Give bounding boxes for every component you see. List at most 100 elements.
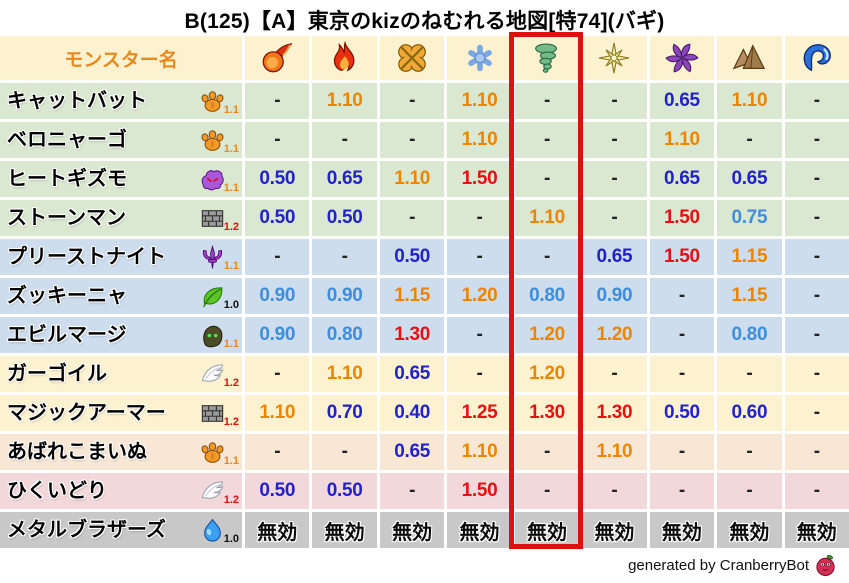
multiplier-value: - bbox=[813, 246, 820, 267]
multiplier-cell: - bbox=[784, 356, 849, 392]
column-header-hyado bbox=[447, 36, 512, 80]
paw-icon bbox=[200, 128, 225, 153]
multiplier-value: 0.65 bbox=[394, 363, 430, 384]
family-multiplier: 1.2 bbox=[223, 376, 239, 389]
monster-name: ヒートギズモ bbox=[7, 168, 127, 190]
multiplier-value: 0.80 bbox=[529, 285, 565, 306]
multiplier-value: - bbox=[611, 363, 618, 384]
multiplier-cell: 1.15 bbox=[717, 278, 782, 314]
multiplier-cell: 1.10 bbox=[447, 83, 512, 119]
multiplier-cell: 無効 bbox=[784, 512, 849, 548]
multiplier-cell: 0.50 bbox=[245, 200, 310, 236]
column-header-io bbox=[379, 36, 445, 80]
multiplier-value: 0.65 bbox=[596, 246, 633, 267]
monster-name: エビルマージ bbox=[7, 324, 127, 346]
multiplier-cell: - bbox=[582, 200, 647, 236]
multiplier-cell: - bbox=[649, 356, 715, 392]
brick-icon bbox=[200, 206, 225, 231]
multiplier-cell: 0.80 bbox=[717, 317, 782, 353]
multiplier-cell: 1.10 bbox=[582, 434, 647, 470]
multiplier-cell: - bbox=[784, 278, 849, 314]
family-badge: 1.1 bbox=[200, 245, 239, 271]
multiplier-cell: - bbox=[784, 122, 849, 158]
multiplier-cell: 0.90 bbox=[245, 278, 310, 314]
multiplier-cell: 0.70 bbox=[312, 395, 377, 431]
multiplier-value: 0.50 bbox=[326, 480, 363, 501]
multiplier-value: 1.15 bbox=[394, 285, 430, 306]
multiplier-value: - bbox=[341, 129, 348, 150]
multiplier-value: 0.50 bbox=[663, 402, 700, 423]
multiplier-value: 0.65 bbox=[731, 168, 768, 189]
monster-name: プリーストナイト bbox=[7, 246, 166, 268]
monster-name: マジックアーマー bbox=[7, 402, 166, 424]
multiplier-cell: - bbox=[582, 356, 647, 392]
multiplier-cell: - bbox=[514, 473, 580, 509]
multiplier-cell: 無効 bbox=[582, 512, 647, 548]
multiplier-cell: 無効 bbox=[245, 512, 310, 548]
multiplier-value: 0.50 bbox=[326, 207, 363, 228]
multiplier-cell: 0.65 bbox=[582, 239, 647, 275]
multiplier-cell: - bbox=[312, 122, 377, 158]
slime-icon bbox=[200, 518, 225, 543]
column-header-mizu bbox=[784, 36, 849, 80]
multiplier-value: - bbox=[678, 441, 685, 462]
multiplier-value: 1.15 bbox=[731, 285, 768, 306]
multiplier-cell: - bbox=[245, 434, 310, 470]
multiplier-cell: 1.50 bbox=[447, 161, 512, 197]
hood-icon bbox=[200, 323, 225, 348]
multiplier-cell: 0.50 bbox=[312, 473, 377, 509]
multiplier-cell: - bbox=[245, 239, 310, 275]
multiplier-value: - bbox=[543, 90, 550, 111]
monster-name-cell: メタルブラザーズ 1.0 bbox=[0, 512, 242, 548]
multiplier-value: - bbox=[543, 246, 550, 267]
multiplier-value: 1.10 bbox=[596, 441, 633, 462]
multiplier-value: - bbox=[813, 90, 820, 111]
multiplier-cell: 0.50 bbox=[245, 473, 310, 509]
multiplier-cell: 1.10 bbox=[514, 200, 580, 236]
multiplier-value: - bbox=[274, 129, 281, 150]
monster-name-cell: ベロニャーゴ 1.1 bbox=[0, 122, 242, 158]
multiplier-value: 0.60 bbox=[731, 402, 768, 423]
multiplier-value: - bbox=[476, 324, 483, 345]
multiplier-value: 無効 bbox=[459, 521, 500, 544]
multiplier-cell: - bbox=[582, 161, 647, 197]
family-badge: 1.2 bbox=[200, 362, 239, 389]
family-multiplier: 1.2 bbox=[223, 415, 239, 428]
multiplier-cell: 0.50 bbox=[245, 161, 310, 197]
multiplier-value: 1.50 bbox=[461, 480, 498, 501]
monster-name-cell: ストーンマン 1.2 bbox=[0, 200, 242, 236]
multiplier-value: 無効 bbox=[257, 521, 298, 544]
flame-icon bbox=[328, 41, 362, 75]
monster-name-header-label: モンスター名 bbox=[64, 49, 178, 71]
multiplier-value: 無効 bbox=[526, 521, 567, 544]
multiplier-cell: - bbox=[717, 356, 782, 392]
multiplier-cell: - bbox=[784, 395, 849, 431]
multiplier-cell: 1.50 bbox=[649, 200, 715, 236]
multiplier-value: 0.50 bbox=[259, 480, 296, 501]
multiplier-cell: 1.10 bbox=[312, 356, 377, 392]
multiplier-cell: 1.10 bbox=[312, 83, 377, 119]
monster-name: あばれこまいぬ bbox=[7, 441, 147, 463]
multiplier-value: 1.20 bbox=[596, 324, 633, 345]
page-title: B(125)【A】東京のkizのねむれる地図[特74](バギ) bbox=[184, 10, 665, 33]
multiplier-value: 0.65 bbox=[663, 168, 700, 189]
family-badge: 1.0 bbox=[200, 518, 239, 544]
multiplier-cell: 1.30 bbox=[379, 317, 445, 353]
multiplier-cell: - bbox=[514, 161, 580, 197]
multiplier-value: - bbox=[813, 324, 820, 345]
multiplier-cell: 0.90 bbox=[582, 278, 647, 314]
multiplier-value: - bbox=[274, 90, 281, 111]
multiplier-cell: - bbox=[514, 83, 580, 119]
multiplier-cell: 0.50 bbox=[649, 395, 715, 431]
multiplier-cell: - bbox=[784, 161, 849, 197]
multiplier-value: 1.10 bbox=[326, 90, 363, 111]
monster-name-cell: ひくいどり 1.2 bbox=[0, 473, 242, 509]
snowflake-icon bbox=[463, 41, 497, 75]
multiplier-cell: 無効 bbox=[649, 512, 715, 548]
multiplier-cell: - bbox=[649, 434, 715, 470]
multiplier-value: - bbox=[813, 129, 820, 150]
multiplier-cell: - bbox=[379, 200, 445, 236]
multiplier-value: 0.90 bbox=[259, 324, 296, 345]
multiplier-cell: - bbox=[379, 83, 445, 119]
multiplier-cell: 無効 bbox=[447, 512, 512, 548]
